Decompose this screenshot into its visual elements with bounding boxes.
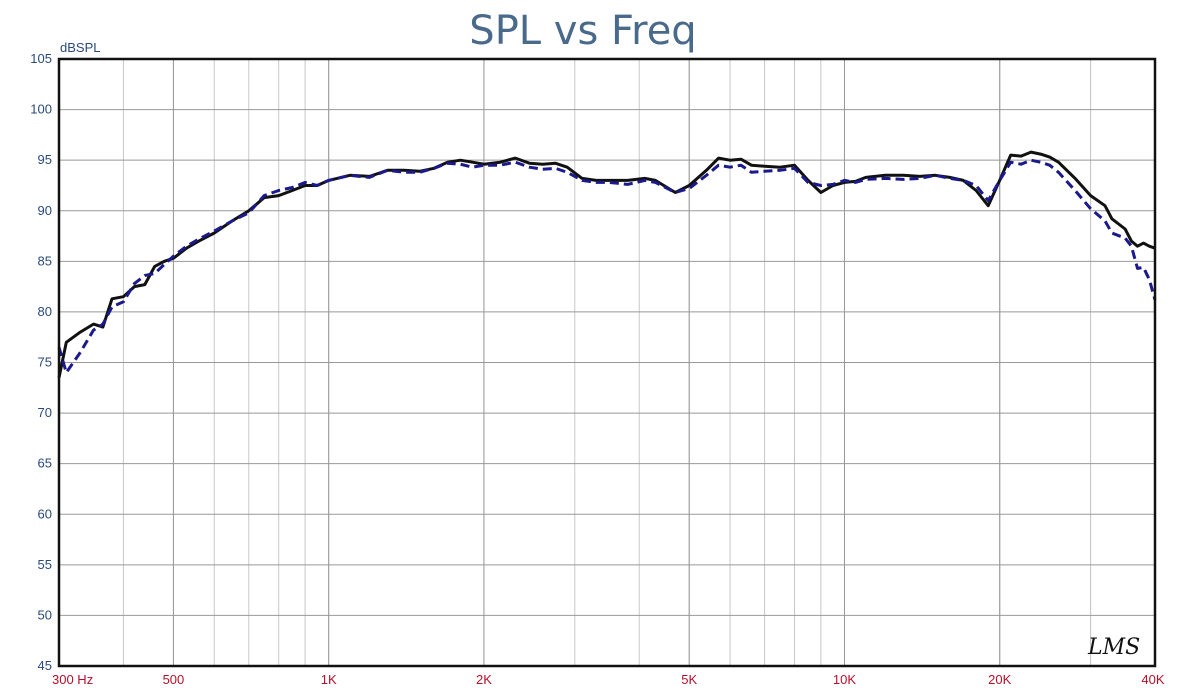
series-layer <box>57 150 1157 379</box>
y-axis-label: dBSPL <box>60 40 100 55</box>
series-line-2 <box>57 158 1157 375</box>
y-tick-label: 45 <box>38 658 52 673</box>
x-tick-label: 500 <box>163 672 185 687</box>
x-tick-label: 1K <box>321 672 337 687</box>
plot-frame <box>57 57 1157 668</box>
y-tick-label: 85 <box>38 253 52 268</box>
chart-title: SPL vs Freq <box>469 8 696 54</box>
x-tick-label: 2K <box>476 672 492 687</box>
y-tick-label: 100 <box>30 102 52 117</box>
y-tick-labels: 105 100 95 90 85 80 75 70 65 60 55 50 45 <box>30 51 52 673</box>
x-tick-label: 40K <box>1141 672 1164 687</box>
grid <box>58 58 1156 667</box>
y-tick-label: 105 <box>30 51 52 66</box>
y-tick-label: 70 <box>38 405 52 420</box>
x-tick-label: 10K <box>833 672 856 687</box>
series-line-1 <box>57 150 1156 379</box>
y-tick-label: 90 <box>38 203 52 218</box>
y-tick-label: 50 <box>38 607 52 622</box>
y-tick-label: 95 <box>38 152 52 167</box>
lms-logo: LMS <box>1087 635 1140 660</box>
x-tick-labels: 300 Hz 500 1K 2K 5K 10K 20K 40K <box>52 672 1165 687</box>
x-tick-label: 300 Hz <box>52 672 93 687</box>
y-tick-label: 65 <box>38 456 52 471</box>
x-tick-label: 5K <box>681 672 697 687</box>
y-tick-label: 80 <box>38 304 52 319</box>
y-tick-label: 60 <box>38 506 52 521</box>
y-tick-label: 55 <box>38 557 52 572</box>
x-tick-label: 20K <box>988 672 1011 687</box>
y-tick-label: 75 <box>38 355 52 370</box>
